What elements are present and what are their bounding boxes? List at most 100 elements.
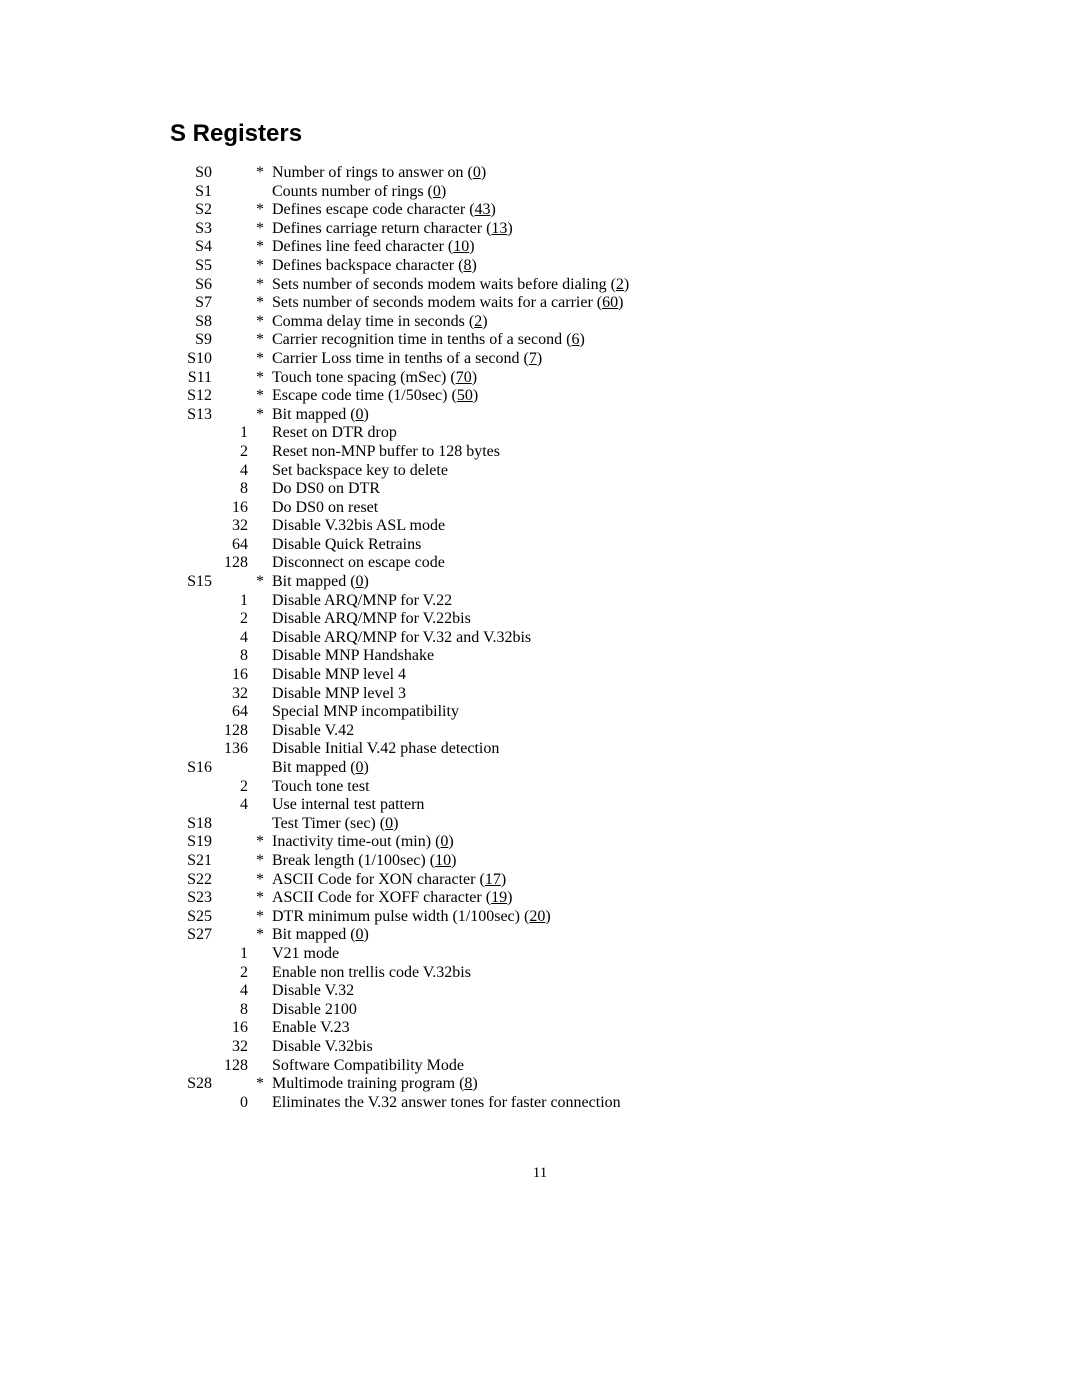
register-code: S19 [170,833,218,852]
register-description: Bit mapped (0) [266,573,910,592]
table-row: 4 Set backspace key to delete [170,462,910,481]
default-value: 7 [529,350,537,367]
description-text: Enable V.23 [272,1019,350,1036]
bit-value: 32 [218,1038,254,1057]
description-text: DTR minimum pulse width (1/100sec) ( [272,908,529,925]
register-description: Enable non trellis code V.32bis [266,964,910,983]
register-description: Sets number of seconds modem waits befor… [266,276,910,295]
register-description: Bit mapped (0) [266,406,910,425]
description-suffix: ) [471,257,476,274]
description-text: Bit mapped ( [272,926,356,943]
description-text: Disable MNP level 3 [272,685,406,702]
default-value: 0 [356,573,364,590]
table-row: 32Disable MNP level 3 [170,685,910,704]
description-text: Bit mapped ( [272,759,356,776]
default-value: 13 [491,220,507,237]
table-row: S0*Number of rings to answer on (0) [170,164,910,183]
registers-table: S0*Number of rings to answer on (0)S1Cou… [170,164,910,1112]
register-description: Touch tone spacing (mSec) (70) [266,369,910,388]
table-row: S16Bit mapped (0) [170,759,910,778]
description-text: Set backspace key to delete [272,462,448,479]
table-row: 1V21 mode [170,945,910,964]
bit-value: 4 [218,462,254,481]
register-description: Sets number of seconds modem waits for a… [266,294,910,313]
table-row: S22*ASCII Code for XON character (17) [170,871,910,890]
default-value: 19 [491,889,507,906]
description-text: Reset non-MNP buffer to 128 bytes [272,443,500,460]
star-marker: * [254,926,266,945]
table-row: 8 Do DS0 on DTR [170,480,910,499]
description-suffix: ) [441,183,446,200]
register-description: Comma delay time in seconds (2) [266,313,910,332]
table-row: 8Disable MNP Handshake [170,647,910,666]
register-code: S15 [170,573,218,592]
star-marker: * [254,257,266,276]
register-description: Disable V.32bis [266,1038,910,1057]
default-value: 0 [356,759,364,776]
description-text: Reset on DTR drop [272,424,397,441]
star-marker: * [254,276,266,295]
register-description: Carrier Loss time in tenths of a second … [266,350,910,369]
table-row: S19*Inactivity time-out (min) (0) [170,833,910,852]
description-suffix: ) [364,759,369,776]
register-code: S12 [170,387,218,406]
description-text: Bit mapped ( [272,573,356,590]
register-description: Number of rings to answer on (0) [266,164,910,183]
description-text: Disable ARQ/MNP for V.22bis [272,610,471,627]
register-description: Do DS0 on DTR [266,480,910,499]
table-row: S27*Bit mapped (0) [170,926,910,945]
register-description: Special MNP incompatibility [266,703,910,722]
description-text: Number of rings to answer on ( [272,164,473,181]
default-value: 60 [602,294,618,311]
table-row: 128Disable V.42 [170,722,910,741]
register-description: Disable 2100 [266,1001,910,1020]
description-text: Defines line feed character ( [272,238,453,255]
bit-value: 136 [218,740,254,759]
register-description: Disable ARQ/MNP for V.22 [266,592,910,611]
default-value: 0 [385,815,393,832]
star-marker: * [254,908,266,927]
register-description: Counts number of rings (0) [266,183,910,202]
table-row: 16Do DS0 on reset [170,499,910,518]
default-value: 43 [475,201,491,218]
register-description: Defines escape code character (43) [266,201,910,220]
table-row: S2*Defines escape code character (43) [170,201,910,220]
table-row: 4Disable ARQ/MNP for V.32 and V.32bis [170,629,910,648]
table-row: S3*Defines carriage return character (13… [170,220,910,239]
register-code: S13 [170,406,218,425]
register-code: S6 [170,276,218,295]
table-row: 0Eliminates the V.32 answer tones for fa… [170,1094,910,1113]
description-text: Escape code time (1/50sec) ( [272,387,457,404]
register-code: S28 [170,1075,218,1094]
table-row: S9*Carrier recognition time in tenths of… [170,331,910,350]
register-code: S7 [170,294,218,313]
description-suffix: ) [472,369,477,386]
star-marker: * [254,313,266,332]
description-suffix: ) [537,350,542,367]
description-text: Touch tone spacing (mSec) ( [272,369,456,386]
star-marker: * [254,852,266,871]
register-code: S10 [170,350,218,369]
register-description: DTR minimum pulse width (1/100sec) (20) [266,908,910,927]
description-text: ASCII Code for XON character ( [272,871,485,888]
table-row: S1Counts number of rings (0) [170,183,910,202]
description-text: Sets number of seconds modem waits for a… [272,294,602,311]
default-value: 10 [435,852,451,869]
description-suffix: ) [364,573,369,590]
description-text: Comma delay time in seconds ( [272,313,474,330]
table-row: S4*Defines line feed character (10) [170,238,910,257]
table-row: S5*Defines backspace character (8) [170,257,910,276]
bit-value: 8 [218,480,254,499]
star-marker: * [254,833,266,852]
register-description: ASCII Code for XON character (17) [266,871,910,890]
star-marker: * [254,1075,266,1094]
table-row: 136Disable Initial V.42 phase detection [170,740,910,759]
register-code: S9 [170,331,218,350]
register-code: S2 [170,201,218,220]
table-row: 16Disable MNP level 4 [170,666,910,685]
description-suffix: ) [393,815,398,832]
default-value: 0 [433,183,441,200]
register-code: S27 [170,926,218,945]
bit-value: 64 [218,703,254,722]
register-description: Disable MNP level 3 [266,685,910,704]
